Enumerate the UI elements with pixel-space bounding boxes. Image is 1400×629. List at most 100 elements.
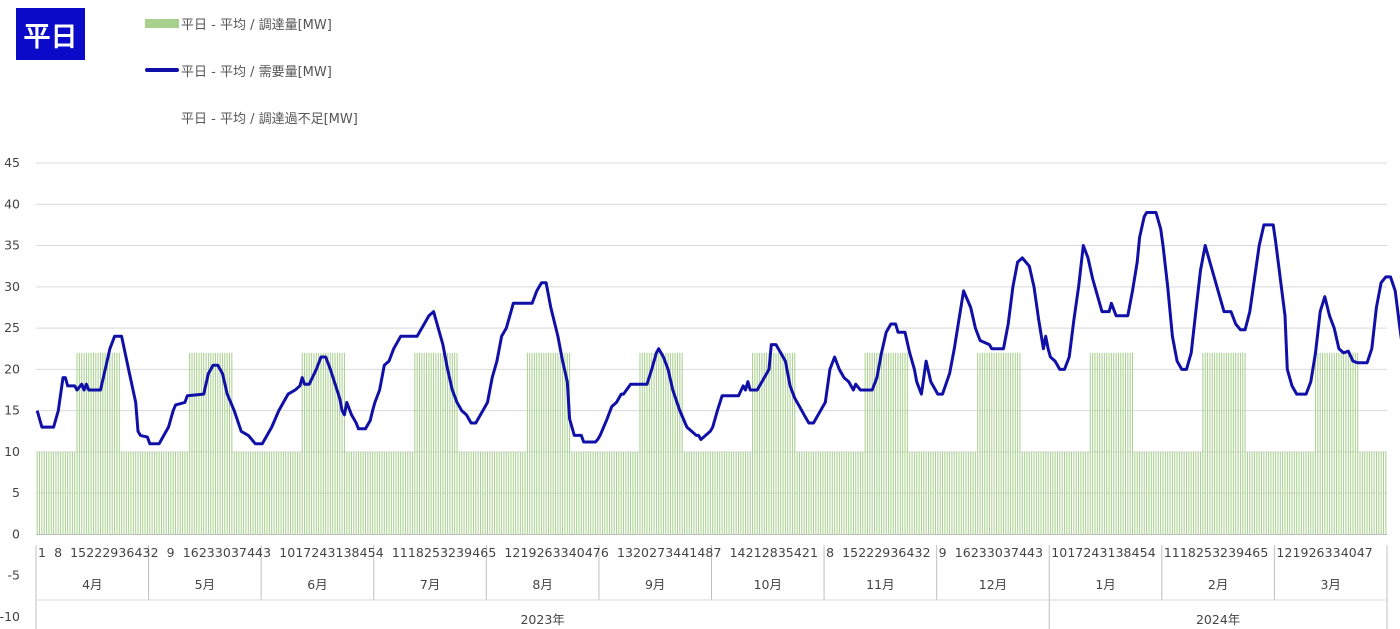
procurement-bar <box>709 451 711 535</box>
procurement-bar <box>397 451 399 535</box>
x-tick-label: 20 <box>633 545 649 560</box>
x-tick-label: 17 <box>1067 545 1083 560</box>
procurement-bar <box>268 451 270 535</box>
x-tick-label: 38 <box>1116 545 1132 560</box>
procurement-bar <box>1375 451 1377 535</box>
procurement-bar <box>1228 352 1230 535</box>
x-tick-label: 26 <box>537 545 553 560</box>
procurement-bar <box>1038 451 1040 535</box>
procurement-bar <box>121 451 123 535</box>
procurement-bar <box>925 451 927 535</box>
procurement-bar <box>909 451 911 535</box>
procurement-bar <box>67 451 69 535</box>
procurement-bar <box>1000 352 1002 535</box>
procurement-bar <box>808 451 810 535</box>
procurement-bar <box>531 352 533 535</box>
procurement-bar <box>524 451 526 535</box>
procurement-bar <box>716 451 718 535</box>
procurement-bar <box>144 451 146 535</box>
procurement-bar <box>1216 352 1218 535</box>
procurement-bar <box>236 451 238 535</box>
procurement-bar <box>1382 451 1384 535</box>
procurement-bar <box>618 451 620 535</box>
procurement-bar <box>672 352 674 535</box>
legend-swatch-bar <box>145 18 179 28</box>
procurement-bar <box>437 352 439 535</box>
procurement-bar <box>646 352 648 535</box>
procurement-bar <box>754 352 756 535</box>
x-tick-label: 32 <box>440 545 456 560</box>
procurement-bar <box>651 352 653 535</box>
procurement-bar <box>1263 451 1265 535</box>
procurement-bar <box>357 451 360 535</box>
procurement-bar <box>1251 451 1253 535</box>
procurement-bar <box>777 352 779 535</box>
procurement-bar <box>418 352 421 535</box>
procurement-bar <box>747 451 749 535</box>
procurement-bar <box>139 451 141 535</box>
procurement-bar <box>1319 352 1321 535</box>
procurement-bar <box>168 451 170 535</box>
procurement-bar <box>1202 352 1204 535</box>
x-tick-label: 19 <box>521 545 537 560</box>
legend-item-procurement[interactable]: 平日 - 平均 / 調達量[MW] <box>145 13 332 33</box>
procurement-bar <box>555 352 557 535</box>
demand-series-line <box>35 211 1400 446</box>
procurement-bar <box>259 451 261 535</box>
procurement-bar <box>414 352 416 535</box>
procurement-bar <box>1061 451 1063 535</box>
procurement-bar <box>435 352 437 535</box>
x-tick-label: 36 <box>118 545 134 560</box>
procurement-bar <box>193 352 195 535</box>
procurement-bar <box>981 352 983 535</box>
procurement-bar <box>794 352 796 535</box>
procurement-bar <box>949 451 951 535</box>
x-tick-label: 3 <box>263 545 271 560</box>
procurement-bar <box>1017 352 1019 535</box>
procurement-bar <box>824 451 826 535</box>
legend-item-shortage[interactable]: 平日 - 平均 / 調達過不足[MW] <box>145 107 358 127</box>
procurement-bar <box>733 451 735 535</box>
procurement-bar <box>456 352 458 535</box>
x-tick-label: 18 <box>1180 545 1196 560</box>
procurement-bar <box>153 451 155 535</box>
procurement-bar <box>226 352 228 535</box>
procurement-bar <box>1366 451 1368 535</box>
procurement-bar <box>719 451 721 535</box>
x-tick-label: 33 <box>553 545 569 560</box>
procurement-bar <box>787 352 789 535</box>
procurement-bar <box>374 451 376 535</box>
procurement-bar <box>362 451 364 535</box>
x-tick-label: 22 <box>86 545 102 560</box>
procurement-bar <box>339 352 341 535</box>
procurement-bar <box>88 352 90 535</box>
y-tick-label: 30 <box>4 279 20 294</box>
procurement-bar <box>411 451 413 535</box>
procurement-bar <box>379 451 381 535</box>
procurement-bar <box>688 451 690 535</box>
procurement-bar <box>1148 451 1150 535</box>
procurement-bar <box>393 451 395 535</box>
procurement-bar <box>1314 352 1316 535</box>
procurement-bar <box>458 451 460 535</box>
procurement-bar <box>597 451 599 535</box>
legend-item-demand[interactable]: 平日 - 平均 / 需要量[MW] <box>145 60 332 80</box>
procurement-bar <box>1117 352 1119 535</box>
procurement-bar <box>311 352 313 535</box>
procurement-bar <box>653 352 655 535</box>
procurement-bar <box>278 451 280 535</box>
procurement-bar <box>803 451 805 535</box>
procurement-bar <box>494 451 496 535</box>
procurement-bar <box>320 352 322 535</box>
procurement-bar <box>1005 352 1007 535</box>
procurement-bar <box>1134 451 1136 535</box>
procurement-bar <box>304 352 306 535</box>
procurement-bar <box>57 451 59 535</box>
procurement-bar <box>1350 352 1352 535</box>
procurement-bar <box>1045 451 1047 535</box>
procurement-bar <box>327 352 329 535</box>
procurement-bar <box>789 352 791 535</box>
procurement-bar <box>1026 451 1028 535</box>
procurement-bar <box>634 451 636 535</box>
procurement-bar <box>934 451 937 535</box>
